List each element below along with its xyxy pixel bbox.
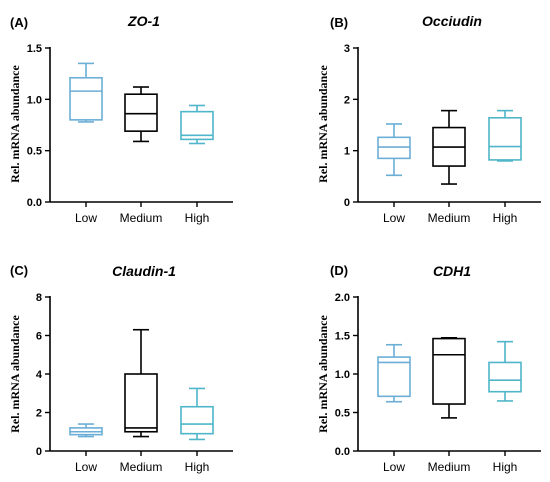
box-medium — [124, 86, 158, 143]
iqr-box — [488, 117, 522, 161]
box-high — [488, 109, 522, 162]
y-tick-label: 1.0 — [335, 369, 350, 381]
panel-b: (B) Occiudin Rel. mRNA abundance 0 1 2 3 Low… — [316, 13, 541, 225]
x-tick-label-medium: Medium — [428, 460, 471, 474]
panel-c-letter: (C) — [10, 263, 28, 278]
y-tick-label: 8 — [36, 292, 42, 304]
y-tick-label: 1.5 — [335, 331, 350, 343]
y-tick-label: 0 — [36, 446, 42, 458]
panel-b-ylabel: Rel. mRNA abundance — [316, 64, 330, 182]
iqr-box — [488, 361, 522, 393]
iqr-box — [69, 76, 103, 121]
panel-b-title: Occiudin — [422, 13, 482, 29]
box-low — [377, 123, 411, 177]
panel-b-plot: 0 1 2 3 Low Medium High — [344, 43, 541, 225]
y-tick-label: 3 — [344, 43, 350, 55]
box-medium — [432, 337, 466, 419]
panel-a-ylabel: Rel. mRNA abundance — [8, 64, 22, 182]
y-tick-label: 6 — [36, 331, 42, 343]
panel-c: (C) Claudin-1 Rel. mRNA abundance 0 2 4 6 8 L… — [8, 263, 233, 474]
y-tick-label: 1.0 — [27, 94, 42, 106]
x-tick-label-high: High — [493, 211, 518, 225]
y-tick-label: 2 — [36, 408, 42, 420]
panel-c-plot: 0 2 4 6 8 Low Medium High — [36, 292, 233, 474]
y-tick-label: 2.0 — [335, 292, 350, 304]
y-tick-label: 0.0 — [335, 446, 350, 458]
iqr-box — [180, 405, 214, 435]
x-tick-label-medium: Medium — [120, 211, 163, 225]
x-tick-label-low: Low — [75, 460, 97, 474]
panel-d-letter: (D) — [330, 263, 348, 278]
y-tick-label: 0.5 — [27, 146, 42, 158]
y-tick-label: 1 — [344, 146, 350, 158]
panel-a-letter: (A) — [10, 15, 28, 30]
x-tick-label-high: High — [185, 460, 210, 474]
box-high — [488, 340, 522, 402]
x-tick-label-low: Low — [383, 211, 405, 225]
x-tick-label-high: High — [493, 460, 518, 474]
y-tick-label: 0 — [344, 197, 350, 209]
box-medium — [432, 109, 466, 185]
panel-a-plot: 0.0 0.5 1.0 1.5 Low Medium High — [27, 43, 233, 225]
box-low — [69, 423, 103, 438]
y-tick-label: 0.5 — [335, 408, 350, 420]
x-tick-label-low: Low — [383, 460, 405, 474]
y-tick-label: 1.5 — [27, 43, 42, 55]
x-tick-label-low: Low — [75, 211, 97, 225]
box-medium — [124, 328, 158, 438]
y-tick-label: 4 — [36, 369, 43, 381]
box-high — [180, 387, 214, 441]
box-low — [377, 343, 411, 403]
panel-b-letter: (B) — [330, 15, 348, 30]
x-tick-label-high: High — [185, 211, 210, 225]
panel-c-title: Claudin-1 — [112, 263, 176, 279]
panel-d-ylabel: Rel. mRNA abundance — [316, 314, 330, 432]
panel-d: (D) CDH1 Rel. mRNA abundance 0.0 0.5 1.0 1.… — [316, 263, 541, 474]
box-low — [69, 62, 103, 123]
panel-a-title: ZO-1 — [127, 13, 160, 29]
panel-d-plot: 0.0 0.5 1.0 1.5 2.0 Low Medium High — [335, 292, 541, 474]
panel-a: (A) ZO-1 Rel. mRNA abundance 0.0 0.5 1.0 1.… — [8, 13, 233, 225]
panel-c-ylabel: Rel. mRNA abundance — [8, 314, 22, 432]
panel-d-title: CDH1 — [433, 263, 471, 279]
iqr-box — [124, 93, 158, 132]
y-tick-label: 0.0 — [27, 197, 42, 209]
y-tick-label: 2 — [344, 94, 350, 106]
box-high — [180, 104, 214, 145]
iqr-box — [377, 356, 411, 398]
iqr-box — [432, 337, 466, 405]
x-tick-label-medium: Medium — [120, 460, 163, 474]
x-tick-label-medium: Medium — [428, 211, 471, 225]
iqr-box — [124, 373, 158, 433]
